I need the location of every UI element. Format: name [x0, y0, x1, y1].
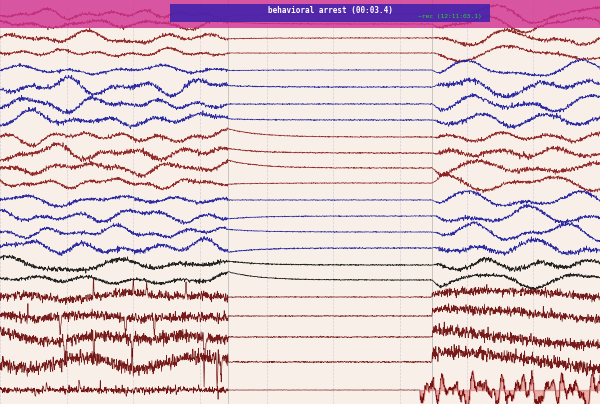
Bar — [170, 4, 490, 22]
Text: behavioral arrest (00:03.4): behavioral arrest (00:03.4) — [268, 6, 392, 15]
Text: ~rec (12:11:03.1): ~rec (12:11:03.1) — [418, 13, 482, 19]
Bar — [0, 0, 600, 28]
